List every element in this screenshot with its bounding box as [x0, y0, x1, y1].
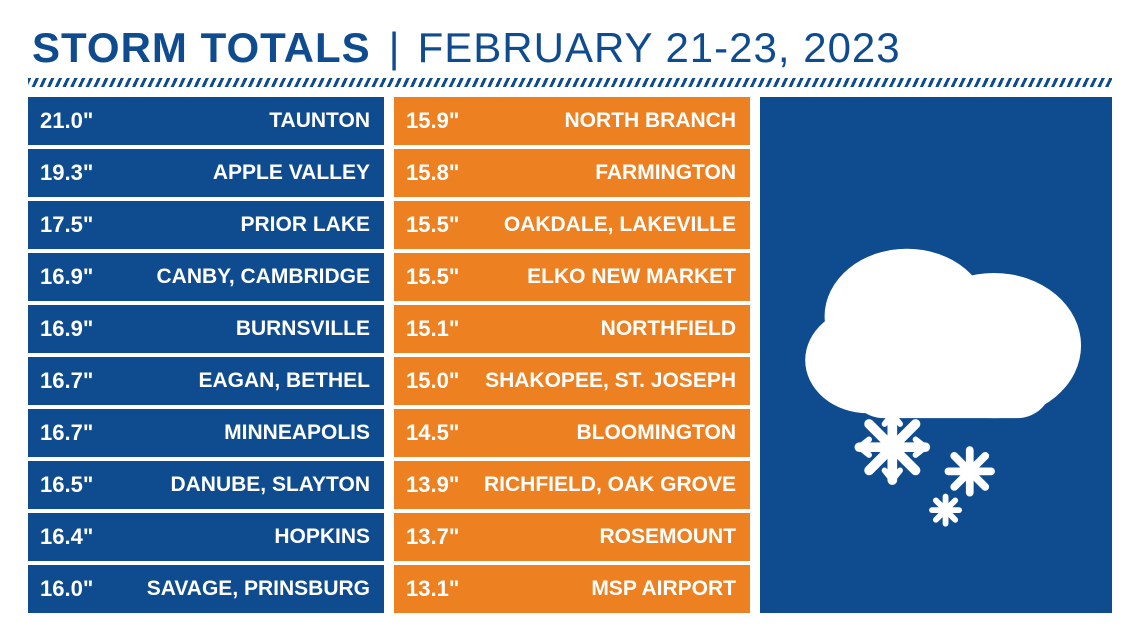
snow-amount: 16.9" — [40, 316, 112, 342]
location-name: SHAKOPEE, ST. JOSEPH — [478, 369, 736, 393]
location-name: EAGAN, BETHEL — [112, 369, 370, 393]
location-name: DANUBE, SLAYTON — [112, 473, 370, 497]
location-name: HOPKINS — [112, 525, 370, 549]
snow-amount: 13.1" — [406, 576, 478, 602]
column-right: 15.9" NORTH BRANCH 15.8" FARMINGTON 15.5… — [394, 97, 750, 613]
location-name: ELKO NEW MARKET — [478, 265, 736, 289]
location-name: APPLE VALLEY — [112, 161, 370, 185]
table-row: 17.5" PRIOR LAKE — [28, 201, 384, 249]
column-left: 21.0" TAUNTON 19.3" APPLE VALLEY 17.5" P… — [28, 97, 384, 613]
table-row: 13.7" ROSEMOUNT — [394, 513, 750, 561]
location-name: FARMINGTON — [478, 161, 736, 185]
snow-amount: 15.0" — [406, 368, 478, 394]
location-name: BLOOMINGTON — [478, 421, 736, 445]
table-row: 15.9" NORTH BRANCH — [394, 97, 750, 145]
table-row: 13.9" RICHFIELD, OAK GROVE — [394, 461, 750, 509]
table-row: 15.5" ELKO NEW MARKET — [394, 253, 750, 301]
table-row: 16.9" CANBY, CAMBRIDGE — [28, 253, 384, 301]
snow-amount: 15.9" — [406, 108, 478, 134]
snow-amount: 19.3" — [40, 160, 112, 186]
snow-amount: 16.4" — [40, 524, 112, 550]
title-separator: | — [389, 24, 400, 72]
location-name: ROSEMOUNT — [478, 525, 736, 549]
table-row: 16.7" EAGAN, BETHEL — [28, 357, 384, 405]
table-row: 14.5" BLOOMINGTON — [394, 409, 750, 457]
location-name: CANBY, CAMBRIDGE — [112, 265, 370, 289]
title-date: FEBRUARY 21-23, 2023 — [418, 24, 901, 72]
location-name: RICHFIELD, OAK GROVE — [478, 473, 736, 497]
table-row: 15.8" FARMINGTON — [394, 149, 750, 197]
location-name: TAUNTON — [112, 109, 370, 133]
hatch-divider — [28, 78, 1112, 87]
table-row: 15.5" OAKDALE, LAKEVILLE — [394, 201, 750, 249]
snow-amount: 16.7" — [40, 368, 112, 394]
location-name: SAVAGE, PRINSBURG — [112, 577, 370, 601]
location-name: MSP AIRPORT — [478, 577, 736, 601]
title-main: STORM TOTALS — [32, 24, 371, 72]
snow-amount: 13.7" — [406, 524, 478, 550]
table-row: 13.1" MSP AIRPORT — [394, 565, 750, 613]
snow-amount: 13.9" — [406, 472, 478, 498]
icon-panel — [760, 97, 1112, 613]
snow-amount: 15.5" — [406, 264, 478, 290]
table-row: 16.0" SAVAGE, PRINSBURG — [28, 565, 384, 613]
table-row: 15.1" NORTHFIELD — [394, 305, 750, 353]
snow-amount: 15.8" — [406, 160, 478, 186]
location-name: BURNSVILLE — [112, 317, 370, 341]
location-name: NORTH BRANCH — [478, 109, 736, 133]
snow-amount: 16.7" — [40, 420, 112, 446]
table-row: 21.0" TAUNTON — [28, 97, 384, 145]
snow-amount: 16.0" — [40, 576, 112, 602]
table-row: 19.3" APPLE VALLEY — [28, 149, 384, 197]
snow-amount: 14.5" — [406, 420, 478, 446]
location-name: NORTHFIELD — [478, 317, 736, 341]
weather-graphic: STORM TOTALS | FEBRUARY 21-23, 2023 21.0… — [0, 0, 1140, 641]
location-name: MINNEAPOLIS — [112, 421, 370, 445]
snow-amount: 17.5" — [40, 212, 112, 238]
table-row: 16.5" DANUBE, SLAYTON — [28, 461, 384, 509]
location-name: OAKDALE, LAKEVILLE — [478, 213, 736, 237]
location-name: PRIOR LAKE — [112, 213, 370, 237]
snow-amount: 16.9" — [40, 264, 112, 290]
snow-amount: 15.5" — [406, 212, 478, 238]
snow-amount: 15.1" — [406, 316, 478, 342]
table-row: 16.4" HOPKINS — [28, 513, 384, 561]
snow-amount: 21.0" — [40, 108, 112, 134]
snow-cloud-icon — [781, 181, 1091, 529]
table-row: 15.0" SHAKOPEE, ST. JOSEPH — [394, 357, 750, 405]
header: STORM TOTALS | FEBRUARY 21-23, 2023 — [28, 24, 1112, 72]
content-area: 21.0" TAUNTON 19.3" APPLE VALLEY 17.5" P… — [28, 97, 1112, 613]
table-row: 16.9" BURNSVILLE — [28, 305, 384, 353]
snow-amount: 16.5" — [40, 472, 112, 498]
table-row: 16.7" MINNEAPOLIS — [28, 409, 384, 457]
